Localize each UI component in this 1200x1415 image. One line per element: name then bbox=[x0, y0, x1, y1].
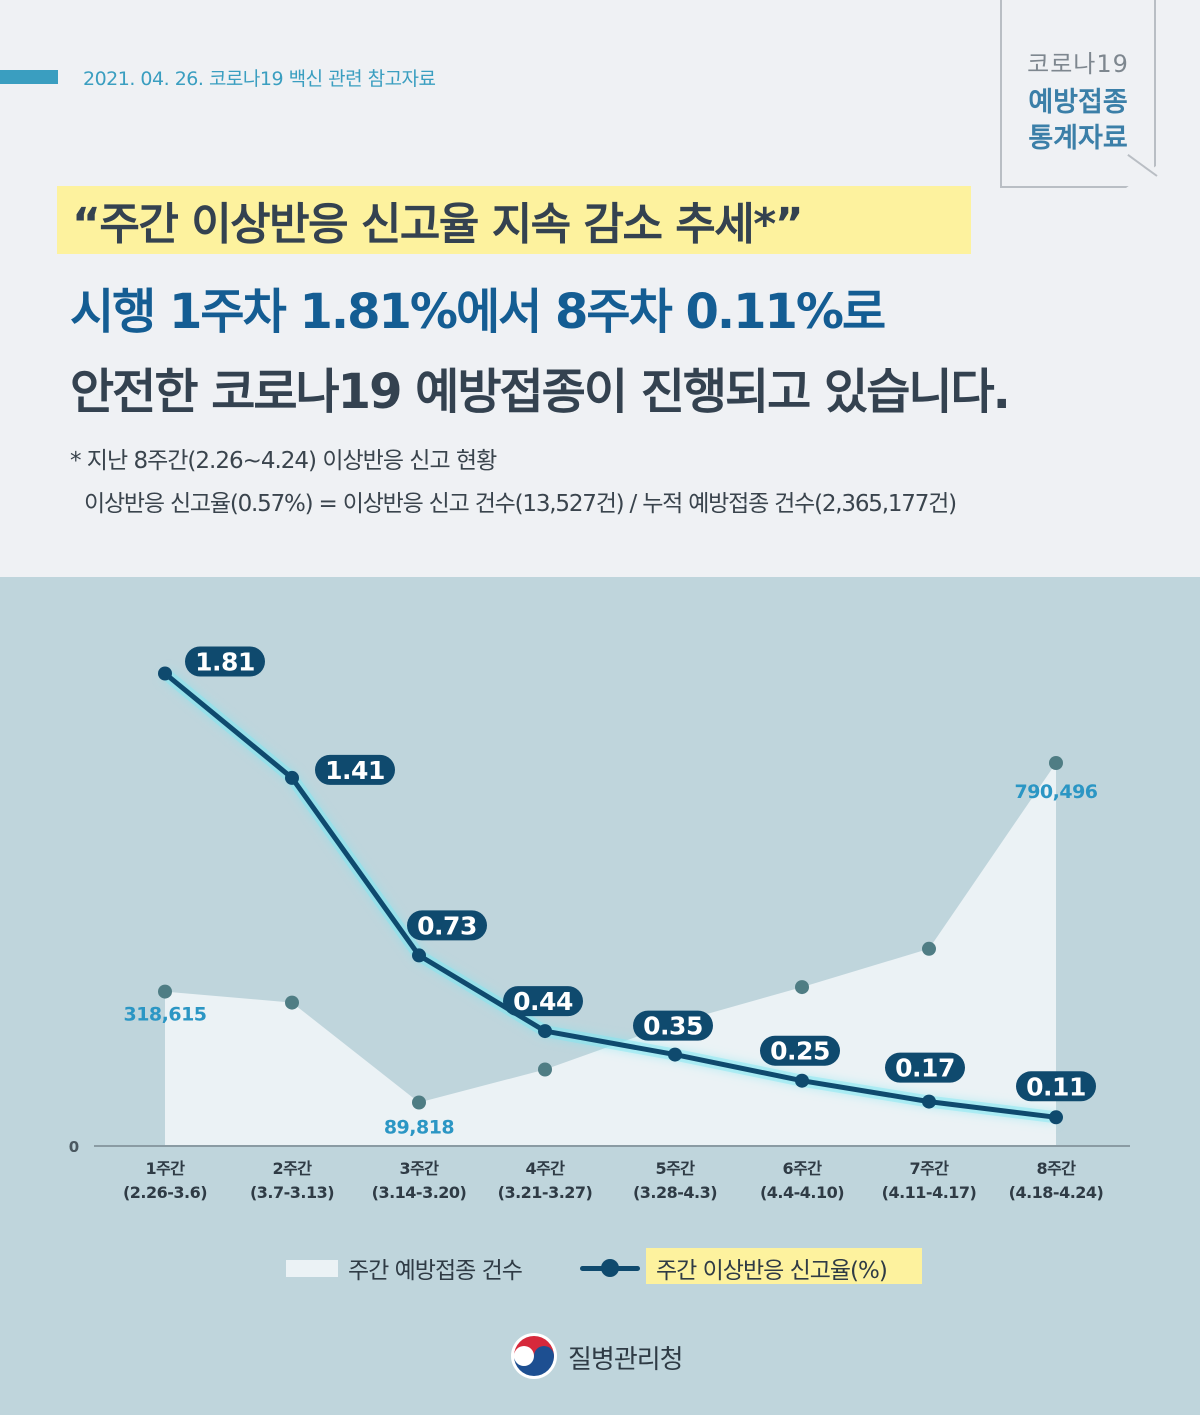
rate-value-label: 0.25 bbox=[770, 1037, 830, 1066]
x-tick-range: (4.18-4.24) bbox=[1009, 1183, 1104, 1202]
vaccination-point bbox=[538, 1062, 552, 1077]
x-tick-range: (3.14-3.20) bbox=[372, 1183, 467, 1202]
rate-value-label: 0.11 bbox=[1026, 1072, 1086, 1101]
tag-line2: 예방접종 bbox=[1028, 87, 1128, 118]
rate-point bbox=[1049, 1110, 1063, 1125]
legend-line-label: 주간 이상반응 신고율(%) bbox=[656, 1258, 888, 1284]
x-tick-range: (2.26-3.6) bbox=[123, 1183, 207, 1202]
kdca-logo-icon bbox=[511, 1333, 557, 1379]
x-tick-range: (4.4-4.10) bbox=[760, 1183, 844, 1202]
dateline: 2021. 04. 26. 코로나19 백신 관련 참고자료 bbox=[83, 68, 436, 90]
x-tick-range: (3.7-3.13) bbox=[250, 1183, 334, 1202]
legend-area-swatch bbox=[286, 1260, 338, 1277]
legend-highlight bbox=[646, 1248, 922, 1284]
rate-value-label: 0.73 bbox=[417, 911, 477, 940]
vaccination-point bbox=[412, 1095, 426, 1110]
header-section: 2021. 04. 26. 코로나19 백신 관련 참고자료 코로나19 예방접… bbox=[0, 0, 1200, 577]
x-tick-label: 4주간 bbox=[525, 1159, 565, 1178]
footnote-period: * 지난 8주간(2.26~4.24) 이상반응 신고 현황 bbox=[70, 448, 497, 474]
accent-bar bbox=[0, 70, 58, 84]
rate-line-layer: 1.81 1.41 0.73 0.44 0.35 0.25 0.17 0.11 bbox=[158, 646, 1096, 1125]
rate-point bbox=[922, 1094, 936, 1109]
vaccination-point bbox=[922, 941, 936, 956]
headline-highlight bbox=[57, 186, 971, 254]
vaccination-value-label: 318,615 bbox=[123, 1004, 206, 1026]
vaccination-area-layer: 318,615 89,818 790,496 bbox=[123, 756, 1098, 1146]
x-tick-label: 3주간 bbox=[399, 1159, 439, 1178]
rate-point bbox=[538, 1024, 552, 1039]
rate-line bbox=[162, 671, 1059, 1120]
tag-line3: 통계자료 bbox=[1028, 123, 1128, 154]
rate-value-label: 0.44 bbox=[513, 987, 573, 1016]
tag-line1: 코로나19 bbox=[1027, 50, 1129, 78]
rate-value-pill bbox=[885, 1052, 965, 1083]
x-tick-label: 6주간 bbox=[782, 1159, 822, 1178]
vaccination-value-label: 790,496 bbox=[1014, 781, 1097, 803]
rate-value-pill bbox=[633, 1010, 713, 1041]
vaccination-value-label: 89,818 bbox=[384, 1117, 455, 1139]
x-axis-layer: 0 1주간 (2.26-3.6) 2주간 (3.7-3.13) 3주간 (3.14-3.20… bbox=[69, 1138, 1130, 1202]
vaccination-point bbox=[795, 980, 809, 995]
y-zero-label: 0 bbox=[69, 1138, 79, 1156]
headline-quote: “주간 이상반응 신고율 지속 감소 추세*” bbox=[72, 199, 804, 250]
headline-main: 시행 1주차 1.81%에서 8주차 0.11%로 bbox=[70, 284, 886, 340]
x-tick-label: 1주간 bbox=[145, 1159, 185, 1178]
rate-value-pill bbox=[407, 910, 487, 941]
rate-point bbox=[668, 1047, 682, 1062]
rate-point bbox=[412, 948, 426, 963]
rate-value-label: 1.41 bbox=[325, 756, 385, 785]
rate-value-pill bbox=[1016, 1071, 1096, 1102]
rate-point bbox=[285, 770, 299, 785]
vaccination-point bbox=[285, 995, 299, 1010]
x-tick-label: 5주간 bbox=[655, 1159, 695, 1178]
rate-value-pill bbox=[315, 754, 395, 785]
rate-point bbox=[158, 666, 172, 681]
legend-area-label: 주간 예방접종 건수 bbox=[348, 1258, 523, 1284]
rate-value-pill bbox=[185, 646, 265, 677]
rate-value-label: 0.35 bbox=[643, 1012, 703, 1041]
org-name: 질병관리청 bbox=[568, 1345, 684, 1375]
vaccination-point bbox=[158, 984, 172, 999]
rate-value-pill bbox=[503, 986, 583, 1017]
vaccination-point bbox=[1049, 756, 1063, 770]
legend-line-marker bbox=[601, 1259, 619, 1277]
rate-value-label: 0.17 bbox=[895, 1054, 955, 1083]
rate-value-label: 1.81 bbox=[195, 648, 255, 677]
category-tag: 코로나19 예방접종 통계자료 bbox=[1000, 0, 1158, 188]
x-tick-range: (4.11-4.17) bbox=[882, 1183, 977, 1202]
rate-value-pill bbox=[760, 1035, 840, 1066]
x-tick-label: 7주간 bbox=[909, 1159, 949, 1178]
x-tick-range: (3.21-3.27) bbox=[498, 1183, 593, 1202]
legend: 주간 예방접종 건수 주간 이상반응 신고율(%) bbox=[0, 1246, 1200, 1286]
x-tick-label: 2주간 bbox=[272, 1159, 312, 1178]
headline-sub: 안전한 코로나19 예방접종이 진행되고 있습니다. bbox=[70, 364, 1011, 420]
rate-point bbox=[795, 1073, 809, 1088]
x-tick-label: 8주간 bbox=[1036, 1159, 1076, 1178]
vaccination-area bbox=[165, 763, 1056, 1146]
x-tick-range: (3.28-4.3) bbox=[633, 1183, 717, 1202]
footnote-formula: 이상반응 신고율(0.57%) = 이상반응 신고 건수(13,527건) / … bbox=[84, 491, 957, 517]
